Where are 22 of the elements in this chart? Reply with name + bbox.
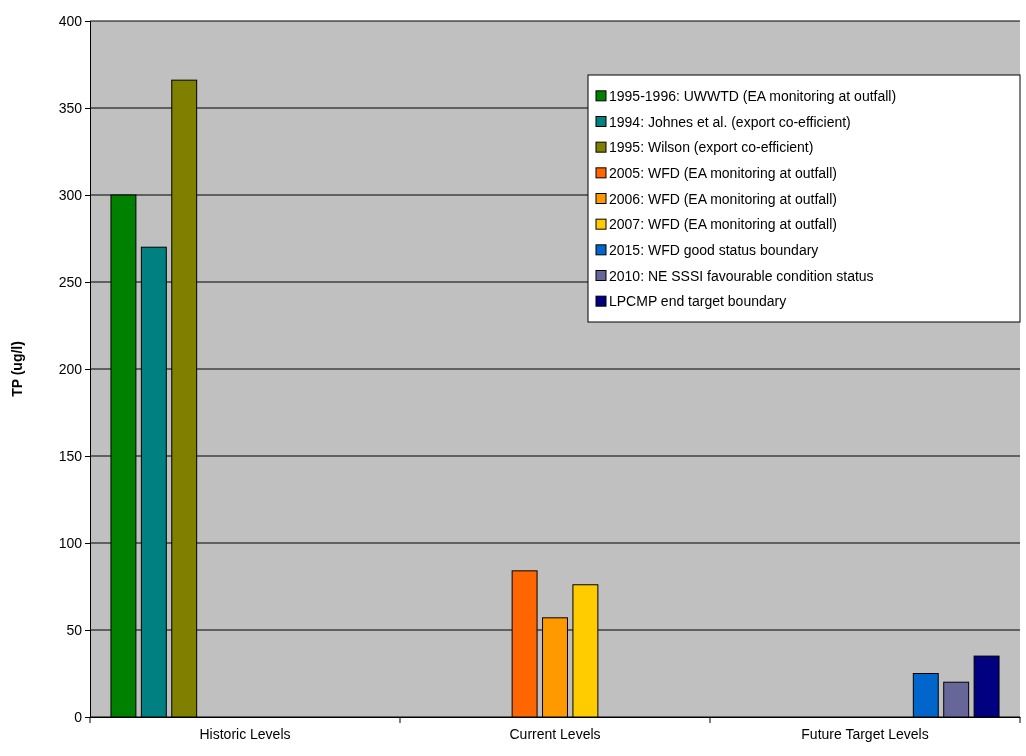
x-tick-label: Historic Levels <box>199 725 291 742</box>
y-tick-label: 350 <box>58 99 83 116</box>
y-tick-label: 300 <box>58 186 83 203</box>
legend-label: LPCMP end target boundary <box>609 293 787 310</box>
x-tick-label: Current Levels <box>509 725 601 742</box>
legend-label: 2006: WFD (EA monitoring at outfall) <box>609 190 837 207</box>
legend-label: 2010: NE SSSI favourable condition status <box>609 267 874 284</box>
y-tick-label: 0 <box>74 708 83 725</box>
y-tick-label: 150 <box>58 447 83 464</box>
legend-label: 2007: WFD (EA monitoring at outfall) <box>609 216 837 233</box>
y-axis-title: TP (ug/l) <box>9 341 25 397</box>
y-tick-label: 50 <box>66 621 83 638</box>
legend-label: 1994: Johnes et al. (export co-efficient) <box>609 113 851 130</box>
legend-label: 1995: Wilson (export co-efficient) <box>609 139 814 156</box>
legend-label: 2005: WFD (EA monitoring at outfall) <box>609 164 837 181</box>
legend-label: 2015: WFD good status boundary <box>609 241 819 258</box>
y-tick-label: 200 <box>58 360 83 377</box>
y-tick-label: 100 <box>58 534 83 551</box>
x-tick-label: Future Target Levels <box>801 725 929 742</box>
y-tick-label: 250 <box>58 273 83 290</box>
y-tick-label: 400 <box>58 12 83 29</box>
legend-label: 1995-1996: UWWTD (EA monitoring at outfall) <box>609 87 897 104</box>
